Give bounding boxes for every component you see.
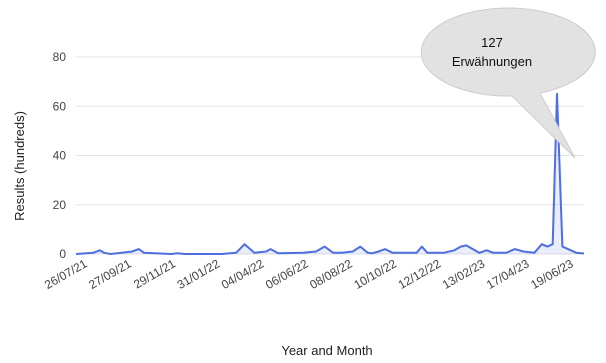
- x-axis-title: Year and Month: [281, 343, 372, 358]
- callout-bubble: [420, 7, 596, 159]
- y-tick-label: 60: [53, 99, 67, 113]
- x-tick-label: 26/07/21: [42, 256, 90, 292]
- y-tick-label: 80: [53, 50, 67, 64]
- x-tick-labels: 26/07/2127/09/2129/11/2131/01/2204/04/22…: [42, 256, 576, 292]
- series-line: [75, 92, 585, 255]
- x-tick-label: 29/11/21: [131, 256, 178, 291]
- y-tick-label: 20: [53, 198, 67, 212]
- gridlines: [76, 56, 584, 255]
- x-tick-label: 12/12/22: [396, 256, 444, 292]
- callout-label: Erwähnungen: [452, 54, 532, 69]
- callout-count: 127: [481, 35, 503, 50]
- y-axis-title: Results (hundreds): [12, 111, 27, 221]
- y-tick-labels: 0 20 40 60 80: [53, 50, 67, 261]
- y-tick-label: 0: [59, 247, 66, 261]
- x-tick-label: 04/04/22: [219, 256, 267, 292]
- x-tick-label: 13/02/23: [440, 256, 488, 292]
- annotation-callout: 127 Erwähnungen: [420, 7, 596, 159]
- x-tick-label: 31/01/22: [175, 256, 223, 292]
- series-area: [76, 93, 584, 255]
- x-tick-label: 10/10/22: [351, 256, 399, 292]
- x-tick-label: 27/09/21: [86, 256, 134, 292]
- plot-area: [75, 92, 585, 255]
- x-tick-label: 17/04/23: [484, 256, 532, 292]
- y-tick-label: 40: [53, 149, 67, 163]
- x-tick-label: 06/06/22: [263, 256, 311, 292]
- x-tick-label: 19/06/23: [528, 256, 576, 292]
- x-tick-label: 08/08/22: [307, 256, 355, 292]
